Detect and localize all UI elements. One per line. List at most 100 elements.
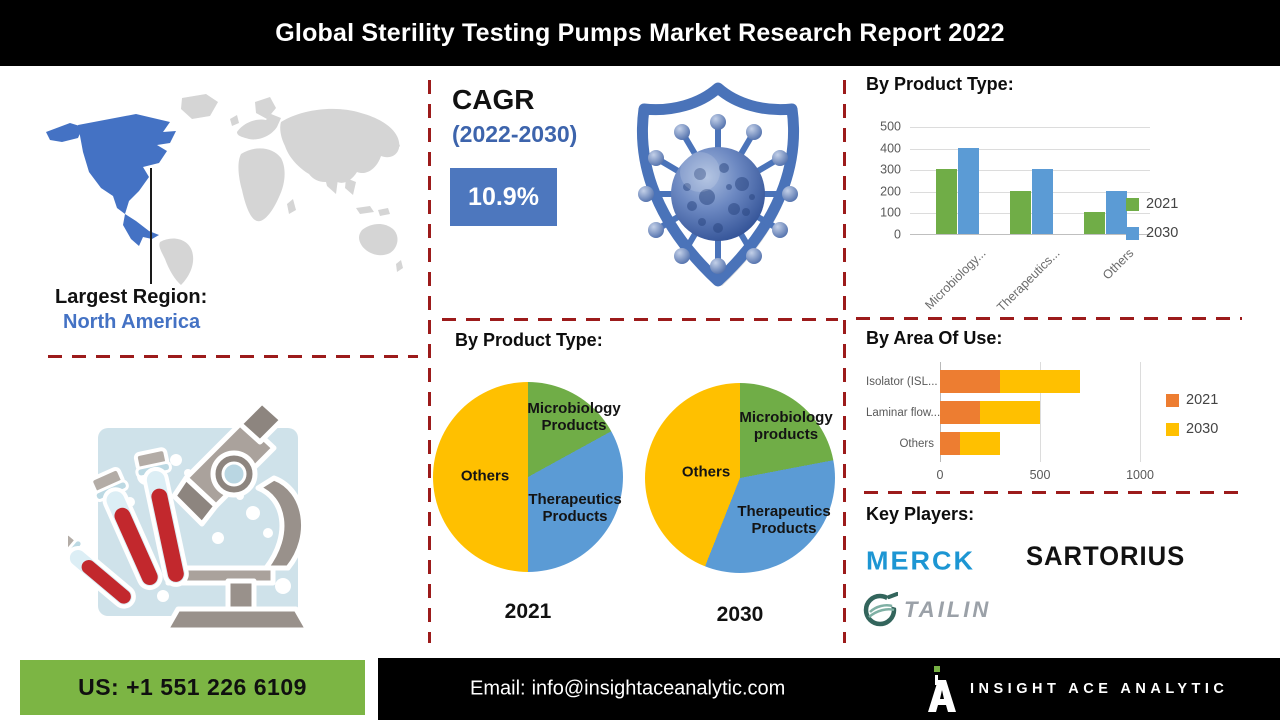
pie-section-title: By Product Type: xyxy=(455,330,603,350)
bar-2021 xyxy=(1084,212,1105,234)
legend-item: 2030 xyxy=(1126,225,1178,241)
bar-segment-2021 xyxy=(940,401,980,424)
cagr-value-box: 10.9% xyxy=(450,168,557,226)
stacked-bar xyxy=(940,370,1080,393)
key-players-title: Key Players: xyxy=(866,504,975,524)
bar-2030 xyxy=(1032,169,1053,234)
gridline xyxy=(910,148,1150,150)
phone-box: US: +1 551 226 6109 xyxy=(20,660,365,715)
tailin-wordmark: TAILIN xyxy=(904,597,992,622)
footer-bar: Email: info@insightaceanalytic.com INSIGH… xyxy=(378,658,1280,720)
gridline xyxy=(1140,362,1141,462)
gridline xyxy=(910,127,1150,128)
pie-2030-label-others: Others xyxy=(681,463,731,481)
legend-swatch xyxy=(1126,197,1139,211)
world-map xyxy=(46,94,403,285)
cagr-label: CAGR xyxy=(452,84,535,115)
legend-item: 2021 xyxy=(1126,196,1178,212)
microscope xyxy=(163,399,311,633)
x-category-label: Therapeutics... xyxy=(994,246,1063,315)
pie-2030-circle xyxy=(645,383,835,573)
legend-label: 2021 xyxy=(1186,392,1219,408)
chart-row: Others xyxy=(866,428,1166,459)
divider-middle-horizontal xyxy=(442,318,838,321)
y-tick-label: 100 xyxy=(880,205,901,220)
map-north-america-highlight xyxy=(46,114,176,246)
bar-segment-2030 xyxy=(980,401,1040,424)
divider-right-horizontal-1 xyxy=(856,317,1242,320)
legend-swatch xyxy=(1166,393,1179,407)
title-bar: Global Sterility Testing Pumps Market Re… xyxy=(0,0,1280,66)
pie-2021-label-microbiology: Microbiology Products xyxy=(527,400,621,434)
stacked-bar xyxy=(940,432,1000,455)
tailin-icon xyxy=(863,592,898,627)
pie-2030-label-therapeutics: Therapeutics Products xyxy=(737,503,831,537)
area-chart-legend: 2021 2030 xyxy=(1166,392,1218,450)
divider-vertical-left xyxy=(428,80,431,643)
column-chart-plot xyxy=(910,127,1150,235)
x-tick-label: 500 xyxy=(1029,468,1051,482)
row-label: Isolator (ISL... xyxy=(866,375,938,388)
legend-label: 2021 xyxy=(1146,196,1179,212)
pie-2021-year: 2021 xyxy=(504,600,552,623)
bar-segment-2030 xyxy=(1000,370,1080,393)
map-pointer-line xyxy=(150,168,152,284)
area-chart-title: By Area Of Use: xyxy=(866,328,1003,348)
legend-label: 2030 xyxy=(1186,421,1219,437)
bar-2021 xyxy=(936,169,957,234)
legend-item: 2021 xyxy=(1166,392,1218,408)
virus-highlight xyxy=(680,152,720,192)
y-tick-label: 0 xyxy=(894,227,901,242)
bar-segment-2030 xyxy=(960,432,1000,455)
column-chart-yaxis: 0 100 200 300 400 500 xyxy=(870,119,904,241)
map-land-gray xyxy=(159,94,403,285)
bar-2030 xyxy=(1106,190,1127,234)
area-chart-rows: Isolator (ISL... Laminar flow... Others xyxy=(866,366,1166,459)
phone-number: US: +1 551 226 6109 xyxy=(78,674,307,700)
test-tubes xyxy=(68,447,189,609)
tailin-logo: TAILIN xyxy=(862,592,991,628)
cagr-period: (2022-2030) xyxy=(452,121,578,147)
row-label: Others xyxy=(899,437,934,450)
largest-region-value: North America xyxy=(63,311,201,333)
email-line: Email: info@insightaceanalytic.com xyxy=(470,678,785,701)
chart-row: Isolator (ISL... xyxy=(866,366,1166,397)
pie-chart-2030: Microbiology products Therapeutics Produ… xyxy=(645,383,835,626)
brand-block: INSIGHT ACE ANALYTIC xyxy=(926,666,1228,712)
bar-2021 xyxy=(1010,190,1031,234)
legend-swatch xyxy=(1126,226,1139,240)
row-label: Laminar flow... xyxy=(866,406,941,419)
legend-label: 2030 xyxy=(1146,225,1179,241)
stacked-bar xyxy=(940,401,1040,424)
chart-row: Laminar flow... xyxy=(866,397,1166,428)
bar-2030 xyxy=(958,147,979,234)
sartorius-logo: SARTORIUS xyxy=(1026,541,1186,571)
email-label: Email: xyxy=(470,677,526,700)
shield-virus-illustration xyxy=(637,82,799,287)
email-address: info@insightaceanalytic.com xyxy=(531,677,786,700)
column-chart: 0 100 200 300 400 500 Microbiology... Therapeu… xyxy=(870,119,1274,325)
y-tick-label: 300 xyxy=(880,162,901,177)
brand-name: INSIGHT ACE ANALYTIC xyxy=(970,681,1229,697)
virus-spots xyxy=(683,163,755,233)
divider-right-horizontal-2 xyxy=(864,491,1240,494)
divider-left-horizontal xyxy=(48,355,418,358)
virus-body xyxy=(671,147,765,241)
microscope-illustration xyxy=(68,399,311,633)
divider-vertical-right xyxy=(843,80,846,643)
pie-2021-label-therapeutics: Therapeutics Products xyxy=(528,491,622,525)
pie-2030-label-microbiology: Microbiology products xyxy=(739,409,833,443)
y-tick-label: 200 xyxy=(880,184,901,199)
pie-2021-label-others: Others xyxy=(460,467,510,485)
bar-segment-2021 xyxy=(940,432,960,455)
pie-chart-2021: Microbiology Products Therapeutics Produ… xyxy=(433,382,623,623)
gridline xyxy=(1040,362,1041,462)
cagr-value: 10.9% xyxy=(468,182,539,211)
y-tick-label: 400 xyxy=(880,140,901,155)
area-of-use-chart: Isolator (ISL... Laminar flow... Others 0 5… xyxy=(866,358,1280,496)
x-category-label: Microbiology... xyxy=(922,246,989,313)
gridline xyxy=(910,170,1150,172)
column-chart-title: By Product Type: xyxy=(866,74,1014,94)
report-title: Global Sterility Testing Pumps Market Re… xyxy=(275,18,1005,47)
